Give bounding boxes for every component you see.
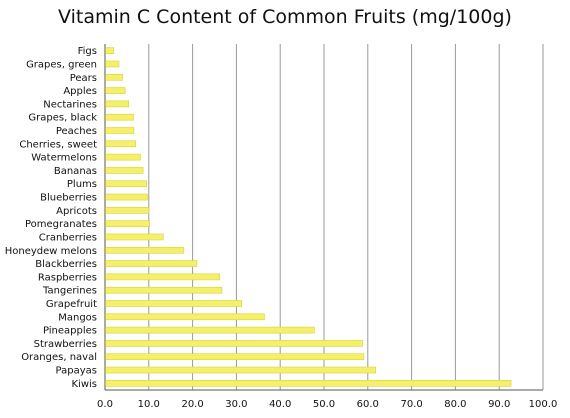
category-label: Pineapples	[43, 326, 97, 337]
bar	[105, 87, 126, 94]
bar	[105, 300, 242, 307]
category-label: Blackberries	[35, 259, 97, 270]
x-tick-label: 20.0	[181, 399, 203, 410]
bar	[105, 47, 115, 54]
bar	[105, 113, 134, 121]
bar	[105, 353, 365, 361]
bar	[105, 127, 135, 134]
x-tick-label: 30.0	[225, 399, 247, 410]
category-label: Tangerines	[42, 286, 97, 297]
x-tick-label: 50.0	[313, 399, 335, 410]
x-tick-label: 60.0	[357, 399, 379, 410]
category-label: Bananas	[54, 166, 97, 177]
bar	[105, 313, 265, 321]
category-label: Papayas	[56, 366, 97, 377]
category-label: Apricots	[56, 206, 97, 217]
category-label: Figs	[78, 46, 97, 57]
category-label: Raspberries	[38, 272, 97, 283]
chart-title: Vitamin C Content of Common Fruits (mg/1…	[58, 6, 512, 28]
category-label: Grapes, black	[28, 113, 97, 124]
bar	[105, 286, 223, 294]
category-label: Strawberries	[34, 339, 97, 350]
category-label: Pomegranates	[25, 219, 97, 230]
x-tick-label: 40.0	[269, 399, 291, 410]
bar	[105, 273, 221, 281]
category-label: Plums	[67, 179, 97, 190]
bar	[105, 380, 512, 387]
category-label: Mangos	[58, 312, 97, 323]
bar	[105, 100, 129, 108]
bar	[105, 233, 164, 241]
bar	[105, 220, 150, 227]
category-label: Blueberries	[40, 193, 97, 204]
x-tick-label: 70.0	[400, 399, 422, 410]
category-label: Nectarines	[43, 99, 97, 110]
category-label: Cherries, sweet	[19, 139, 97, 150]
x-tick-label: 100.0	[529, 399, 558, 410]
bar	[105, 73, 123, 81]
x-tick-label: 80.0	[444, 399, 466, 410]
bar	[105, 260, 198, 267]
x-tick-label: 90.0	[488, 399, 510, 410]
category-label: Honeydew melons	[5, 246, 97, 257]
category-label: Peaches	[56, 126, 97, 137]
bar	[105, 193, 148, 201]
category-label: Pears	[70, 73, 97, 84]
bar	[105, 326, 315, 334]
bar	[105, 340, 363, 347]
category-label: Cranberries	[39, 232, 97, 243]
category-label: Oranges, naval	[21, 352, 97, 363]
x-tick-label: 0.0	[97, 399, 113, 410]
bar	[105, 60, 120, 68]
bar	[105, 140, 136, 148]
bar	[105, 207, 150, 214]
category-label: Grapefruit	[46, 299, 97, 310]
bar	[105, 246, 185, 254]
bar	[105, 180, 147, 188]
category-label: Grapes, green	[26, 59, 97, 70]
x-tick-label: 10.0	[138, 399, 160, 410]
bar	[105, 167, 144, 174]
category-label: Apples	[63, 86, 97, 97]
bar	[105, 153, 141, 161]
bar	[105, 366, 376, 374]
category-label: Watermelons	[31, 153, 97, 164]
category-label: Kiwis	[71, 379, 97, 390]
